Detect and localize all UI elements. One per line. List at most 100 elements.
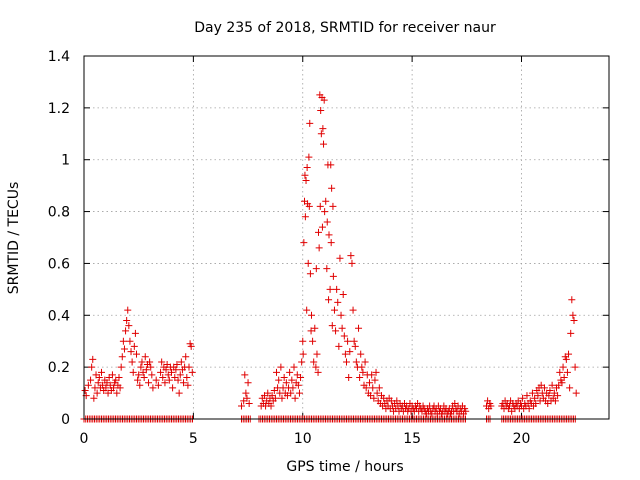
data-point bbox=[332, 327, 340, 335]
data-point bbox=[335, 342, 343, 350]
data-point bbox=[141, 353, 149, 361]
data-point bbox=[168, 368, 175, 376]
data-point bbox=[126, 337, 134, 345]
data-point bbox=[88, 363, 96, 371]
data-point bbox=[291, 394, 299, 402]
data-point bbox=[127, 348, 135, 356]
data-point bbox=[149, 384, 157, 392]
data-point bbox=[122, 327, 130, 335]
data-point bbox=[569, 311, 577, 319]
data-point bbox=[523, 392, 531, 400]
data-point bbox=[298, 358, 306, 366]
data-point bbox=[138, 358, 146, 366]
grid-lines bbox=[84, 56, 609, 419]
x-tick-label: 0 bbox=[80, 431, 89, 447]
y-tick-label: 0.6 bbox=[48, 256, 70, 272]
data-point bbox=[142, 366, 150, 374]
data-point bbox=[314, 368, 322, 376]
data-point bbox=[333, 285, 341, 293]
data-point bbox=[359, 368, 367, 376]
data-point bbox=[563, 368, 571, 376]
data-point bbox=[180, 379, 188, 387]
data-point bbox=[355, 324, 363, 332]
data-point bbox=[187, 342, 195, 350]
data-point bbox=[319, 125, 327, 133]
data-point bbox=[140, 374, 148, 382]
data-point bbox=[288, 376, 296, 384]
data-point bbox=[313, 350, 321, 358]
data-point bbox=[346, 348, 354, 356]
data-point bbox=[328, 184, 336, 192]
data-point bbox=[325, 231, 333, 239]
data-point bbox=[321, 208, 329, 216]
data-point bbox=[323, 265, 331, 273]
data-point bbox=[81, 386, 89, 394]
data-point bbox=[532, 399, 540, 407]
data-point bbox=[275, 376, 283, 384]
data-point bbox=[159, 374, 167, 382]
data-point bbox=[146, 358, 154, 366]
y-tick-labels: 0 0.2 0.4 0.6 0.8 1 1.2 1.4 bbox=[48, 49, 70, 428]
x-tick-label: 5 bbox=[189, 431, 198, 447]
data-points bbox=[80, 91, 580, 423]
data-point bbox=[93, 389, 101, 397]
data-point bbox=[130, 342, 138, 350]
data-point bbox=[148, 371, 156, 379]
data-point bbox=[312, 363, 320, 371]
data-point bbox=[286, 368, 294, 376]
data-point bbox=[294, 381, 302, 389]
data-point bbox=[567, 329, 575, 337]
plot-frame bbox=[83, 55, 610, 420]
data-point bbox=[303, 163, 311, 171]
data-point bbox=[372, 368, 380, 376]
data-point bbox=[147, 363, 155, 371]
data-point bbox=[551, 397, 559, 405]
data-point bbox=[519, 394, 527, 402]
data-point bbox=[158, 358, 166, 366]
data-point bbox=[123, 316, 131, 324]
y-tick-label: 0.2 bbox=[48, 360, 70, 376]
data-point bbox=[277, 363, 285, 371]
data-point bbox=[571, 363, 579, 371]
data-point bbox=[330, 306, 338, 314]
data-point bbox=[562, 355, 570, 363]
data-point bbox=[98, 368, 105, 376]
data-point bbox=[317, 130, 325, 138]
data-point bbox=[560, 374, 568, 382]
data-point bbox=[289, 384, 297, 392]
x-tick-labels: 0 5 10 15 20 bbox=[80, 431, 531, 447]
data-point bbox=[134, 376, 142, 384]
chart-title: Day 235 of 2018, SRMTID for receiver nau… bbox=[194, 20, 496, 36]
data-point bbox=[152, 376, 160, 384]
data-point bbox=[119, 337, 127, 345]
data-point bbox=[358, 363, 366, 371]
data-point bbox=[94, 379, 102, 387]
data-point bbox=[305, 202, 313, 210]
data-point bbox=[278, 394, 286, 402]
data-point bbox=[243, 394, 251, 402]
data-point bbox=[546, 386, 554, 394]
data-point bbox=[299, 350, 307, 358]
data-point bbox=[558, 379, 566, 387]
data-point bbox=[115, 374, 123, 382]
data-point bbox=[347, 252, 355, 260]
data-point bbox=[525, 405, 533, 413]
data-point bbox=[375, 384, 383, 392]
data-point bbox=[244, 379, 252, 387]
data-point bbox=[568, 296, 576, 304]
data-point bbox=[301, 213, 309, 221]
data-point bbox=[297, 374, 305, 382]
data-point bbox=[267, 402, 275, 410]
data-point bbox=[316, 202, 324, 210]
data-point bbox=[361, 358, 369, 366]
data-point bbox=[162, 366, 170, 374]
data-point bbox=[116, 384, 124, 392]
data-point bbox=[305, 153, 313, 161]
data-point bbox=[264, 389, 272, 397]
data-point bbox=[307, 327, 315, 335]
data-point bbox=[125, 322, 133, 330]
data-point bbox=[184, 381, 192, 389]
data-point bbox=[351, 342, 359, 350]
data-point bbox=[245, 399, 253, 407]
data-point bbox=[362, 384, 370, 392]
